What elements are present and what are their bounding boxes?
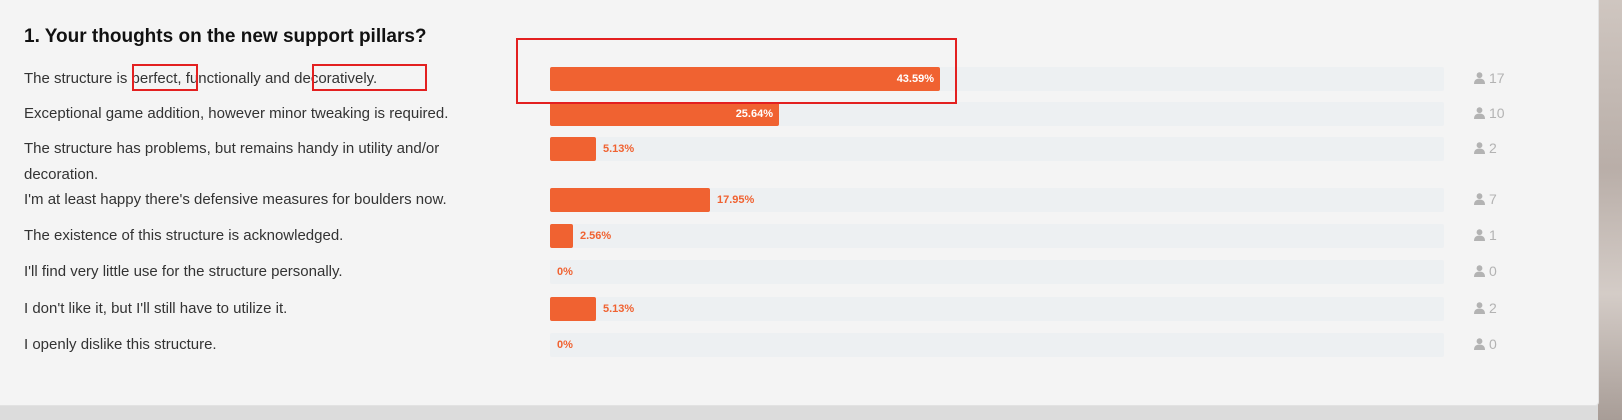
poll-option-row: I openly dislike this structure. 0% 0 (0, 332, 1598, 357)
poll-option-label: I'll find very little use for the struct… (24, 263, 343, 280)
poll-bar-track: 2.56% (550, 224, 1444, 248)
vote-count-value: 7 (1489, 191, 1497, 207)
poll-percent-label: 43.59% (896, 73, 934, 85)
user-icon (1474, 338, 1485, 350)
poll-percent-label: 25.64% (735, 108, 773, 120)
poll-option-label: The existence of this structure is ackno… (24, 227, 344, 244)
poll-option-row: I'll find very little use for the struct… (0, 259, 1598, 284)
poll-percent-label: 0% (557, 339, 573, 351)
vote-count: 0 (1474, 259, 1497, 283)
vote-count-value: 2 (1489, 300, 1497, 316)
vote-count: 7 (1474, 187, 1497, 211)
vote-count: 0 (1474, 332, 1497, 356)
user-icon (1474, 72, 1485, 84)
poll-option-row: I don't like it, but I'll still have to … (0, 296, 1598, 321)
poll-bar-track: 5.13% (550, 137, 1444, 161)
vote-count: 2 (1474, 296, 1497, 320)
highlight-box-decoratively (312, 64, 427, 91)
poll-option-label: The structure has problems, but remains … (24, 140, 440, 183)
vote-count: 2 (1474, 136, 1497, 160)
poll-bar-fill (550, 188, 710, 212)
poll-bar-fill (550, 67, 940, 91)
poll-bar-fill (550, 297, 596, 321)
poll-option-row: The structure has problems, but remains … (0, 136, 1598, 183)
vote-count-value: 0 (1489, 263, 1497, 279)
poll-option-label: Exceptional game addition, however minor… (24, 105, 449, 122)
poll-bar-track: 5.13% (550, 297, 1444, 321)
highlight-box-top-bar (516, 38, 957, 104)
poll-bar-fill (550, 102, 779, 126)
user-icon (1474, 193, 1485, 205)
poll-bar-track: 0% (550, 260, 1444, 284)
poll-bar-fill (550, 137, 596, 161)
user-icon (1474, 142, 1485, 154)
poll-bar-track: 17.95% (550, 188, 1444, 212)
vote-count: 17 (1474, 66, 1505, 90)
poll-option-row: The structure is perfect, functionally a… (0, 66, 1598, 91)
poll-option-label: The structure is perfect, functionally a… (24, 70, 378, 87)
vote-count-value: 0 (1489, 336, 1497, 352)
vote-count-value: 17 (1489, 70, 1505, 86)
user-icon (1474, 302, 1485, 314)
user-icon (1474, 229, 1485, 241)
vote-count: 10 (1474, 101, 1505, 125)
poll-bar-fill (550, 224, 573, 248)
poll-option-label: I openly dislike this structure. (24, 336, 217, 353)
poll-bar-track: 43.59% (550, 67, 1444, 91)
poll-option-label: I don't like it, but I'll still have to … (24, 300, 288, 317)
background-edge (1598, 0, 1622, 420)
vote-count-value: 1 (1489, 227, 1497, 243)
poll-option-row: Exceptional game addition, however minor… (0, 101, 1598, 126)
highlight-box-perfect (132, 64, 198, 91)
poll-bar-track: 0% (550, 333, 1444, 357)
poll-option-row: I'm at least happy there's defensive mea… (0, 187, 1598, 212)
user-icon (1474, 265, 1485, 277)
poll-percent-label: 0% (557, 266, 573, 278)
poll-card: 1. Your thoughts on the new support pill… (0, 0, 1599, 406)
poll-percent-label: 2.56% (580, 230, 612, 242)
poll-percent-label: 17.95% (717, 194, 755, 206)
vote-count-value: 2 (1489, 140, 1497, 156)
poll-percent-label: 5.13% (603, 143, 635, 155)
poll-option-label: I'm at least happy there's defensive mea… (24, 191, 447, 208)
poll-question-title: 1. Your thoughts on the new support pill… (24, 26, 427, 47)
vote-count-value: 10 (1489, 105, 1505, 121)
user-icon (1474, 107, 1485, 119)
vote-count: 1 (1474, 223, 1497, 247)
poll-bar-track: 25.64% (550, 102, 1444, 126)
poll-option-row: The existence of this structure is ackno… (0, 223, 1598, 248)
poll-percent-label: 5.13% (603, 303, 635, 315)
